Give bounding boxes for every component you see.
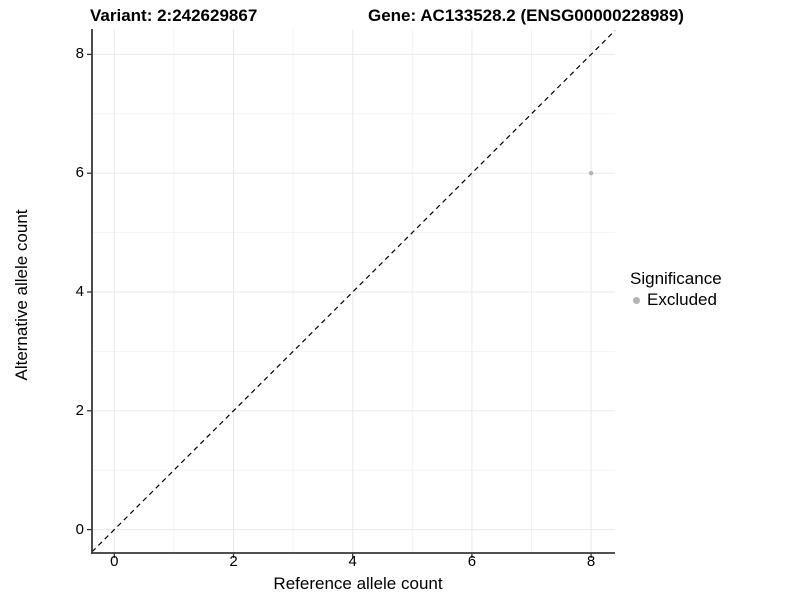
x-tick-label: 4 bbox=[348, 553, 357, 570]
y-tick-label: 0 bbox=[75, 520, 84, 538]
legend-key-dot-icon bbox=[633, 296, 640, 304]
legend-title: Significance bbox=[630, 269, 722, 288]
identity-line bbox=[91, 30, 616, 553]
y-tick-label: 6 bbox=[75, 164, 84, 182]
x-tick-label: 0 bbox=[110, 553, 119, 570]
legend-entry-label: Excluded bbox=[647, 290, 717, 309]
y-tick-label: 8 bbox=[75, 45, 84, 63]
x-tick-label: 8 bbox=[586, 553, 596, 570]
y-tick-label: 4 bbox=[75, 283, 84, 300]
legend-entry-excluded: Excluded bbox=[630, 291, 722, 309]
y-tick-label: 2 bbox=[75, 401, 84, 419]
gene-title: Gene: AC133528.2 (ENSG00000228989) bbox=[368, 6, 684, 25]
data-point bbox=[588, 171, 594, 176]
x-tick-label: 6 bbox=[467, 553, 477, 570]
variant-title: Variant: 2:242629867 bbox=[90, 6, 258, 25]
x-tick-label: 2 bbox=[229, 553, 238, 570]
legend: Significance Excluded bbox=[630, 269, 722, 309]
y-axis-title: Alternative allele count bbox=[12, 209, 31, 381]
x-axis-title: Reference allele count bbox=[273, 574, 443, 593]
